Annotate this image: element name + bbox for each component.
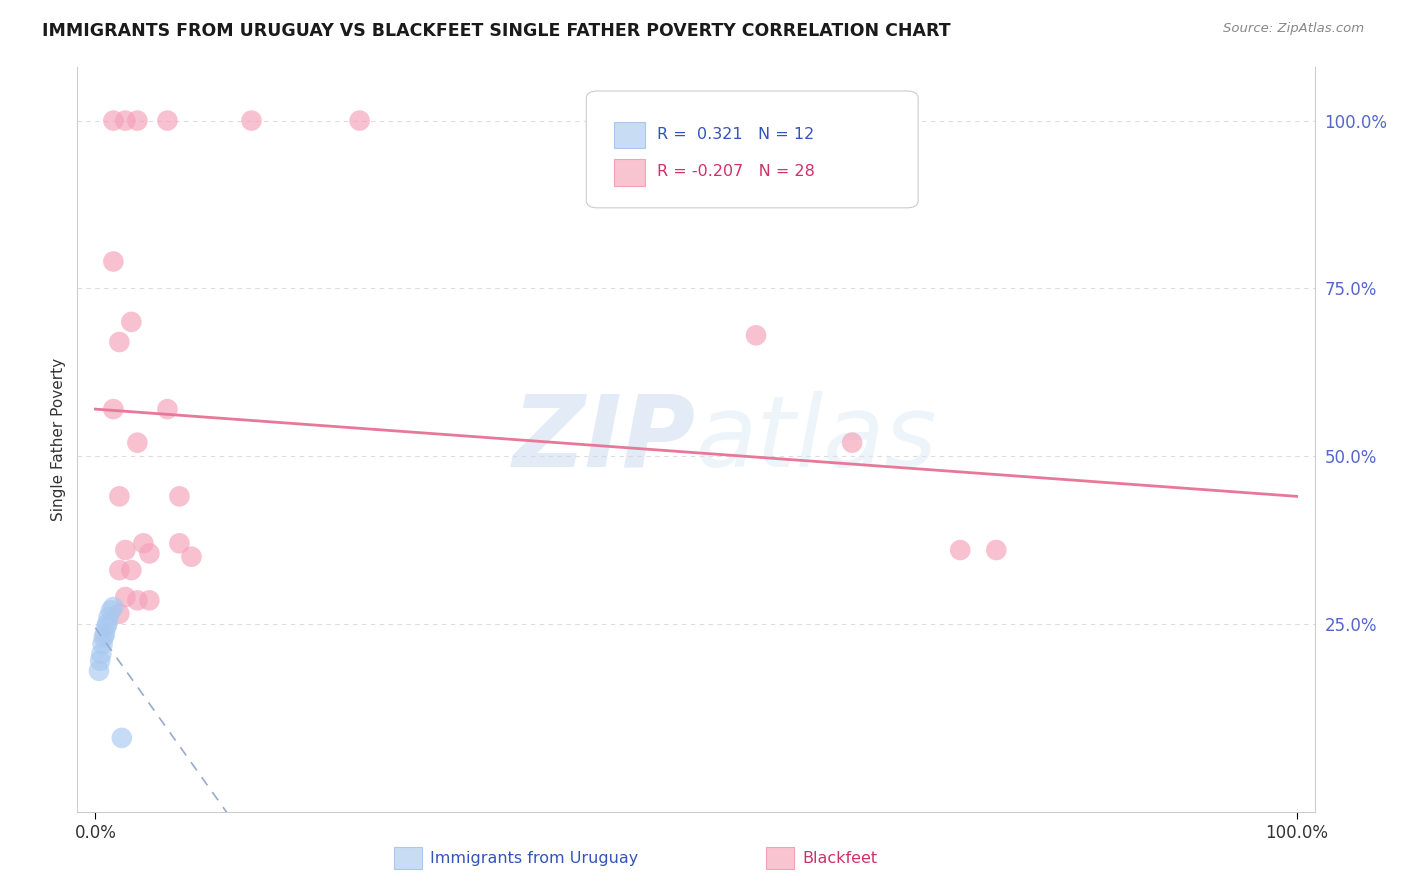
- Point: [986, 543, 1008, 558]
- Point: [103, 600, 125, 615]
- Point: [93, 630, 115, 644]
- Text: atlas: atlas: [696, 391, 938, 488]
- Point: [108, 334, 131, 349]
- Point: [103, 254, 125, 268]
- Text: Immigrants from Uruguay: Immigrants from Uruguay: [430, 851, 638, 865]
- Point: [114, 543, 136, 558]
- Point: [94, 627, 117, 641]
- Point: [841, 435, 863, 450]
- Point: [169, 489, 191, 503]
- Point: [103, 402, 125, 417]
- Point: [127, 435, 149, 450]
- Point: [90, 647, 112, 661]
- Point: [127, 113, 149, 128]
- Point: [138, 546, 160, 560]
- Text: R = -0.207   N = 28: R = -0.207 N = 28: [657, 164, 814, 179]
- Point: [138, 593, 160, 607]
- Point: [180, 549, 202, 564]
- Point: [114, 590, 136, 604]
- Point: [108, 607, 131, 621]
- Text: R =  0.321   N = 12: R = 0.321 N = 12: [657, 127, 814, 142]
- Text: ZIP: ZIP: [513, 391, 696, 488]
- Point: [111, 731, 134, 745]
- Point: [156, 402, 179, 417]
- Point: [89, 654, 111, 668]
- Y-axis label: Single Father Poverty: Single Father Poverty: [51, 358, 66, 521]
- Point: [103, 113, 125, 128]
- Point: [87, 664, 110, 678]
- Point: [127, 593, 149, 607]
- Point: [949, 543, 972, 558]
- Point: [96, 620, 118, 634]
- Point: [100, 603, 122, 617]
- Point: [240, 113, 263, 128]
- Text: Source: ZipAtlas.com: Source: ZipAtlas.com: [1223, 22, 1364, 36]
- Point: [108, 563, 131, 577]
- Point: [120, 315, 142, 329]
- Text: IMMIGRANTS FROM URUGUAY VS BLACKFEET SINGLE FATHER POVERTY CORRELATION CHART: IMMIGRANTS FROM URUGUAY VS BLACKFEET SIN…: [42, 22, 950, 40]
- Point: [108, 489, 131, 503]
- Point: [97, 610, 120, 624]
- Point: [96, 616, 118, 631]
- Point: [114, 113, 136, 128]
- Point: [91, 637, 114, 651]
- Point: [132, 536, 155, 550]
- Point: [349, 113, 371, 128]
- Text: Blackfeet: Blackfeet: [803, 851, 877, 865]
- Point: [745, 328, 768, 343]
- Point: [169, 536, 191, 550]
- Point: [156, 113, 179, 128]
- Point: [120, 563, 142, 577]
